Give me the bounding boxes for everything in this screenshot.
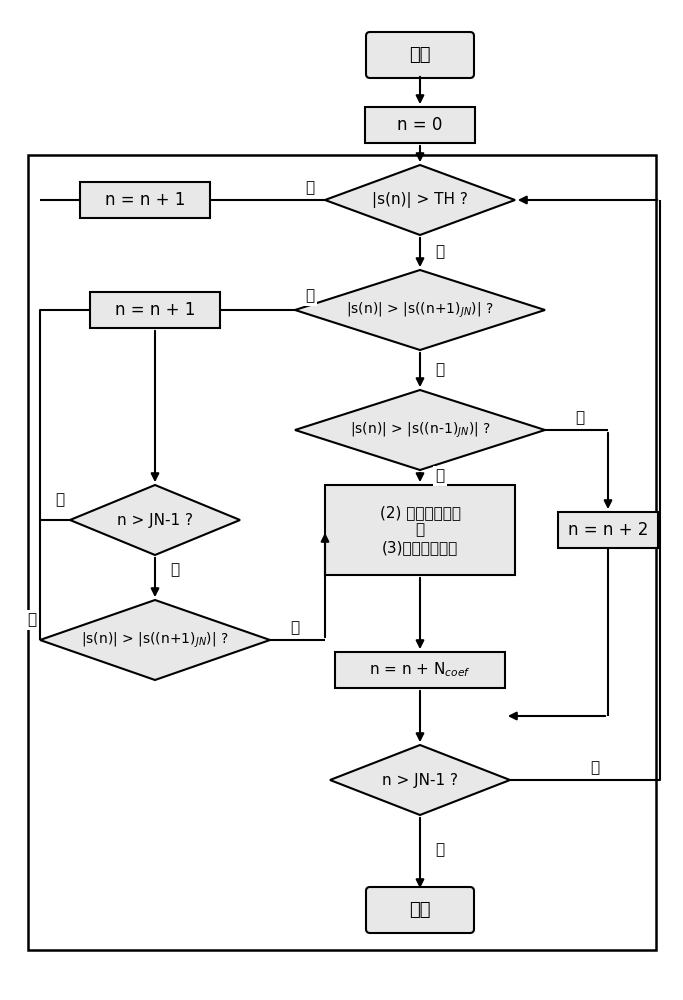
Text: |s(n)| > |s((n-1)$_{JN}$)| ?: |s(n)| > |s((n-1)$_{JN}$)| ? bbox=[350, 420, 490, 440]
Bar bbox=[80, 182, 210, 218]
FancyBboxPatch shape bbox=[366, 32, 474, 78]
Text: 是: 是 bbox=[436, 842, 445, 857]
Text: 否: 否 bbox=[27, 612, 37, 628]
FancyBboxPatch shape bbox=[366, 887, 474, 933]
Polygon shape bbox=[40, 600, 270, 680]
Text: n > JN-1 ?: n > JN-1 ? bbox=[117, 512, 193, 528]
Text: |s(n)| > |s((n+1)$_{JN}$)| ?: |s(n)| > |s((n+1)$_{JN}$)| ? bbox=[346, 300, 494, 320]
Text: 否: 否 bbox=[576, 410, 585, 426]
Polygon shape bbox=[70, 485, 240, 555]
Text: 结束: 结束 bbox=[409, 901, 431, 919]
Bar bbox=[325, 485, 515, 575]
Text: n = 0: n = 0 bbox=[398, 116, 443, 134]
Text: 否: 否 bbox=[305, 180, 315, 196]
Text: 否: 否 bbox=[171, 562, 180, 578]
Bar bbox=[90, 292, 220, 328]
Text: 是: 是 bbox=[290, 620, 300, 636]
Text: 是: 是 bbox=[436, 362, 445, 377]
Text: n = n + N$_{coef}$: n = n + N$_{coef}$ bbox=[369, 661, 471, 679]
Bar bbox=[335, 652, 505, 688]
Text: 是: 是 bbox=[436, 244, 445, 259]
Polygon shape bbox=[295, 390, 545, 470]
Text: 开始: 开始 bbox=[409, 46, 431, 64]
Polygon shape bbox=[295, 270, 545, 350]
Text: (2) 式的权值计算
和
(3)式的峰值抵消: (2) 式的权值计算 和 (3)式的峰值抵消 bbox=[380, 505, 460, 555]
Bar bbox=[558, 512, 658, 548]
Text: 是: 是 bbox=[436, 468, 445, 484]
Text: 否: 否 bbox=[590, 760, 600, 776]
Bar bbox=[365, 107, 475, 143]
Text: |s(n)| > TH ?: |s(n)| > TH ? bbox=[372, 192, 468, 208]
Text: n = n + 1: n = n + 1 bbox=[115, 301, 195, 319]
Text: |s(n)| > |s((n+1)$_{JN}$)| ?: |s(n)| > |s((n+1)$_{JN}$)| ? bbox=[81, 630, 229, 650]
Text: n = n + 1: n = n + 1 bbox=[104, 191, 185, 209]
Text: n = n + 2: n = n + 2 bbox=[568, 521, 648, 539]
Text: n > JN-1 ?: n > JN-1 ? bbox=[382, 772, 458, 788]
Text: 否: 否 bbox=[305, 288, 315, 304]
Polygon shape bbox=[325, 165, 515, 235]
Polygon shape bbox=[330, 745, 510, 815]
Bar bbox=[28, 155, 656, 950]
Text: 否: 否 bbox=[55, 492, 65, 508]
